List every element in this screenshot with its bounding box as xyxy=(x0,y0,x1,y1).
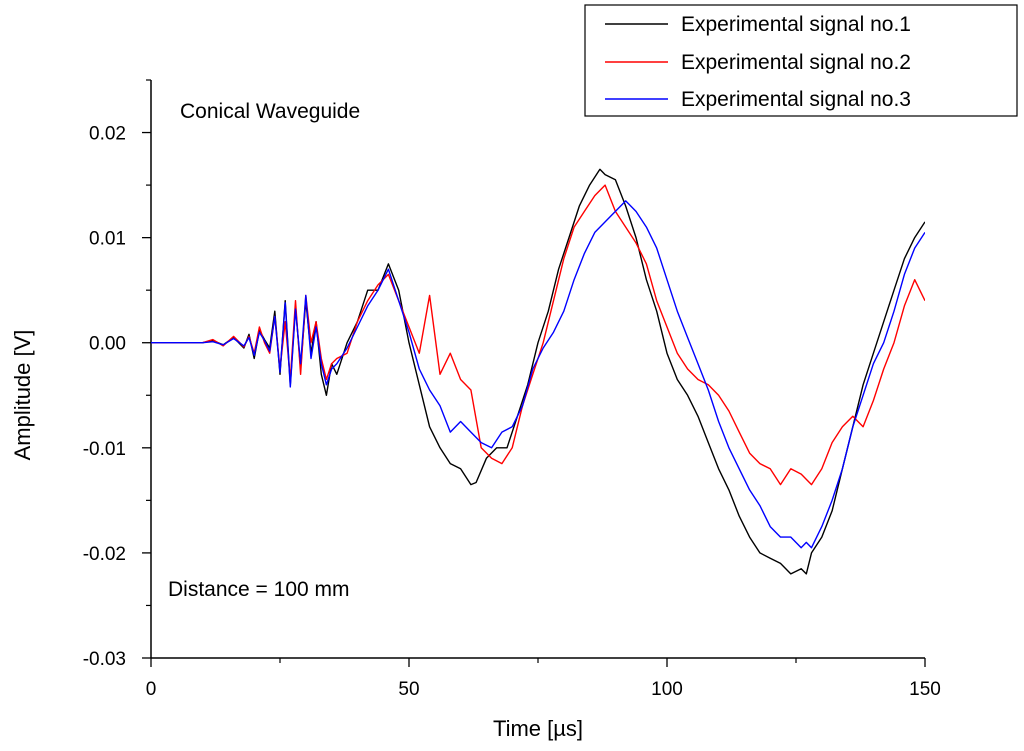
annotation-waveguide: Conical Waveguide xyxy=(180,100,360,123)
legend-label-3: Experimental signal no.3 xyxy=(681,88,911,111)
legend-label-2: Experimental signal no.2 xyxy=(681,51,911,74)
tick-labels: 0 50 100 150 -0.03 -0.02 -0.01 0.00 0.01 0.02 xyxy=(83,124,941,700)
y-tick-label: -0.01 xyxy=(83,439,126,460)
series-line-2 xyxy=(151,184,925,486)
series-line-3 xyxy=(151,200,925,549)
x-tick-label: 0 xyxy=(146,679,157,700)
y-tick-label: 0.01 xyxy=(89,229,126,250)
x-tick-label: 100 xyxy=(651,679,683,700)
y-axis-title: Amplitude [V] xyxy=(10,330,35,461)
y-tick-label: -0.02 xyxy=(83,544,126,565)
x-tick-label: 50 xyxy=(398,679,419,700)
y-tick-label: 0.00 xyxy=(89,334,126,355)
legend: Experimental signal no.1 Experimental si… xyxy=(584,4,1018,117)
legend-label-1: Experimental signal no.1 xyxy=(681,13,911,36)
y-tick-label: -0.03 xyxy=(83,649,126,670)
annotation-distance: Distance = 100 mm xyxy=(168,578,350,601)
x-axis-title: Time [µs] xyxy=(493,716,583,741)
x-tick-label: 150 xyxy=(909,679,941,700)
y-tick-label: 0.02 xyxy=(89,124,126,145)
series-layer xyxy=(151,168,925,575)
axis-ticks xyxy=(142,79,926,667)
series-line-1 xyxy=(151,168,925,575)
